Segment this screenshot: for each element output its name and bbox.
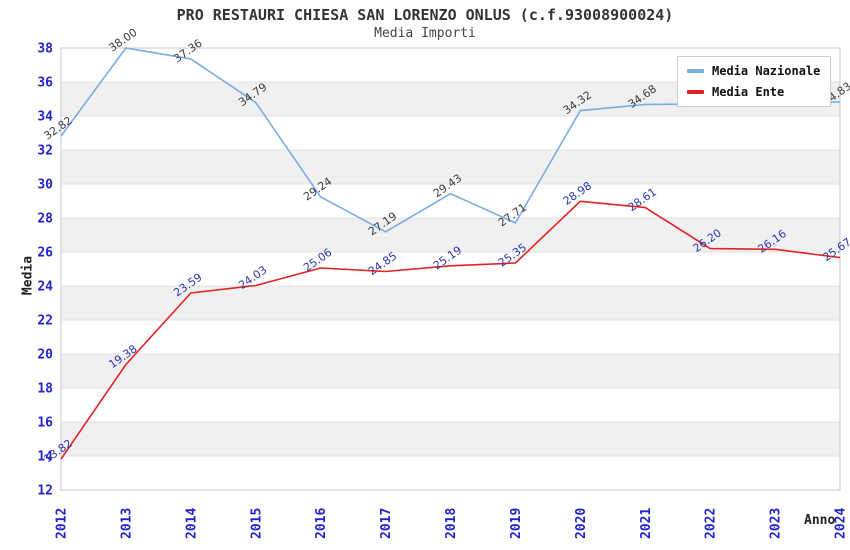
chart-title: PRO RESTAURI CHIESA SAN LORENZO ONLUS (c… (176, 6, 674, 24)
y-tick-label: 32 (37, 144, 53, 159)
legend-label: Media Ente (712, 85, 785, 99)
data-point-label: 28.61 (626, 185, 659, 214)
media-nazionale-line-marker-icon (687, 69, 704, 73)
y-axis-title: Media (20, 255, 36, 296)
plot-border (60, 47, 841, 491)
y-tick-label: 20 (37, 348, 53, 363)
x-tick-label: 2018 (444, 508, 459, 539)
data-point-label: 24.85 (366, 249, 399, 278)
y-tick-label: 36 (37, 76, 53, 91)
x-tick-label: 2021 (639, 508, 654, 539)
x-tick-label: 2024 (834, 508, 849, 539)
x-tick-label: 2020 (574, 508, 589, 539)
chart-subtitle: Media Importi (374, 26, 476, 41)
legend-label: Media Nazionale (712, 64, 821, 78)
x-tick-label: 2015 (249, 508, 264, 539)
y-tick-label: 14 (37, 450, 53, 465)
y-tick-label: 18 (37, 382, 53, 397)
x-tick-label: 2012 (55, 508, 70, 539)
x-tick-label: 2014 (184, 508, 199, 539)
plot-band (61, 354, 840, 388)
plot-band (61, 422, 840, 456)
x-tick-label: 2017 (379, 508, 394, 539)
media-ente-line (60, 200, 841, 460)
x-axis-title: Anno (804, 513, 836, 528)
x-tick-label: 2016 (314, 508, 329, 539)
y-tick-label: 22 (37, 314, 53, 329)
y-tick-label: 26 (37, 246, 53, 261)
data-point-label: 37.36 (171, 37, 204, 66)
plot-band (61, 286, 840, 320)
plot-band (61, 218, 840, 252)
legend-item-media-nazionale: Media Nazionale (687, 64, 820, 78)
y-tick-label: 34 (37, 110, 53, 125)
x-tick-label: 2023 (769, 508, 784, 539)
y-tick-label: 28 (37, 212, 53, 227)
y-tick-label: 16 (37, 416, 53, 431)
x-tick-label: 2022 (704, 508, 719, 539)
media-ente-line-marker-icon (687, 90, 704, 94)
legend: Media Nazionale Media Ente (677, 56, 832, 107)
x-tick-label: 2013 (119, 508, 134, 539)
y-tick-label: 30 (37, 178, 53, 193)
y-tick-label: 12 (37, 484, 53, 499)
y-tick-label: 24 (37, 280, 53, 295)
legend-item-media-ente: Media Ente (687, 85, 820, 99)
y-tick-label: 38 (37, 42, 53, 57)
x-tick-label: 2019 (509, 508, 524, 539)
plot-band (61, 150, 840, 184)
